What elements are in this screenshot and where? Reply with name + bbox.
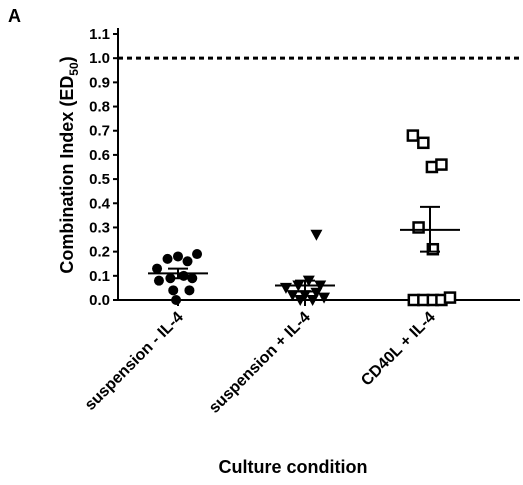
y-axis-ticks: 0.0 0.1 0.2 0.3 0.4 0.5 0.6 0.7 0.8 0.9 1.0 1.1 [89, 26, 118, 309]
y-axis-title-text: Combination Index (ED50) [57, 56, 81, 273]
data-point-circle [192, 249, 203, 260]
category-labels: suspension - IL-4 suspension + IL-4 CD40L … [82, 309, 439, 417]
data-marks [148, 129, 460, 307]
data-point-square [443, 291, 457, 304]
data-point-square [426, 242, 440, 256]
data-point-circle [173, 251, 183, 262]
y-axis-title: Combination Index (ED50) [57, 56, 81, 273]
data-point-square [417, 136, 430, 150]
data-point-square [406, 129, 420, 142]
y-tick-label: 0.7 [89, 123, 110, 140]
y-tick-label: 0.9 [89, 74, 110, 91]
data-point-square [435, 158, 448, 171]
y-tick-label: 1.1 [89, 26, 110, 43]
y-tick-label: 0.6 [89, 147, 110, 164]
data-point-circle [153, 275, 164, 286]
y-axis-title-subscript: 50 [67, 62, 81, 76]
data-point-circle [187, 273, 198, 284]
y-tick-label: 0.5 [89, 171, 110, 188]
data-point-circle [162, 253, 173, 264]
panel-label: A [8, 6, 21, 26]
data-point-triangle [294, 295, 307, 306]
data-point-circle [178, 270, 189, 281]
y-tick-label: 0.2 [89, 244, 110, 261]
x-axis-title: Culture condition [219, 457, 368, 477]
data-point-triangle [286, 290, 299, 302]
data-point-circle [171, 295, 182, 305]
category-label: suspension - IL-4 [82, 309, 187, 414]
y-axis-title-close: ) [57, 56, 77, 62]
data-point-circle [152, 263, 163, 274]
y-tick-label: 0.1 [89, 268, 110, 285]
y-tick-label: 1.0 [89, 50, 110, 67]
data-point-square [412, 221, 425, 234]
data-point-triangle [310, 229, 323, 241]
data-point-triangle [318, 292, 331, 304]
data-point-circle [184, 285, 195, 296]
y-tick-label: 0.0 [89, 292, 110, 309]
data-point-triangle [306, 295, 319, 306]
data-point-circle [168, 285, 179, 296]
category-label: suspension + IL-4 [206, 309, 314, 417]
y-axis-title-main: Combination Index (ED [57, 76, 77, 274]
y-tick-label: 0.3 [89, 219, 110, 236]
axes [117, 28, 520, 306]
y-tick-label: 0.4 [89, 195, 111, 212]
y-tick-label: 0.8 [89, 99, 110, 116]
data-point-circle [182, 256, 193, 267]
data-point-triangle [310, 287, 323, 299]
category-label: CD40L + IL-4 [358, 309, 439, 390]
